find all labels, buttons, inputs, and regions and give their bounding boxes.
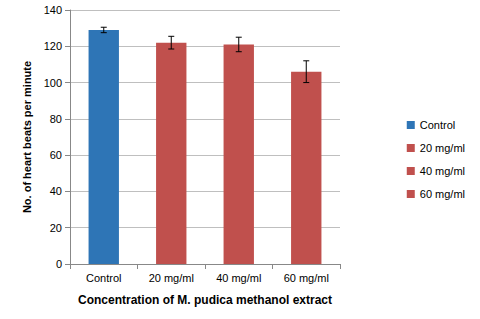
svg-text:40 mg/ml: 40 mg/ml bbox=[420, 165, 465, 177]
svg-text:20: 20 bbox=[50, 222, 62, 234]
svg-text:140: 140 bbox=[44, 4, 62, 16]
svg-text:100: 100 bbox=[44, 77, 62, 89]
svg-text:80: 80 bbox=[50, 113, 62, 125]
svg-text:120: 120 bbox=[44, 40, 62, 52]
svg-text:Control: Control bbox=[86, 272, 121, 284]
svg-text:40 mg/ml: 40 mg/ml bbox=[216, 272, 261, 284]
svg-text:40: 40 bbox=[50, 185, 62, 197]
svg-text:Control: Control bbox=[420, 119, 455, 131]
svg-text:No. of heart beats per minute: No. of heart beats per minute bbox=[21, 61, 33, 213]
svg-text:Concentration of M. pudica met: Concentration of M. pudica methanol extr… bbox=[78, 293, 332, 307]
svg-text:60 mg/ml: 60 mg/ml bbox=[420, 188, 465, 200]
svg-text:20 mg/ml: 20 mg/ml bbox=[420, 142, 465, 154]
svg-text:20 mg/ml: 20 mg/ml bbox=[149, 272, 194, 284]
svg-text:60 mg/ml: 60 mg/ml bbox=[284, 272, 329, 284]
svg-text:0: 0 bbox=[56, 258, 62, 270]
svg-text:60: 60 bbox=[50, 149, 62, 161]
